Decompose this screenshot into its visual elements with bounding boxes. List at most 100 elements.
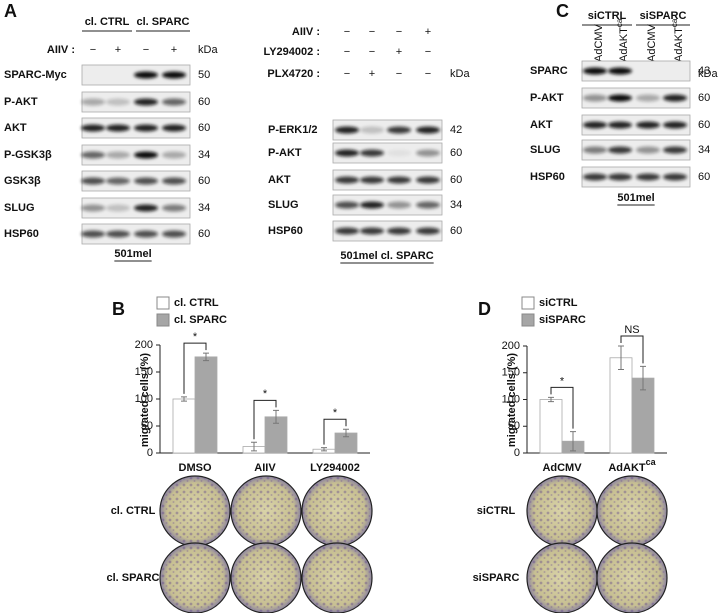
blot-band	[387, 126, 411, 134]
blot-band	[162, 71, 186, 79]
blot-band	[81, 151, 105, 159]
y-tick-label: 100	[135, 393, 153, 405]
significance-bracket	[253, 399, 277, 440]
column-text: AdCMV	[646, 23, 658, 62]
row-kda: 42	[450, 124, 462, 136]
row-kda: 60	[450, 225, 462, 237]
y-tick-label: 0	[147, 447, 153, 459]
blot-band	[608, 173, 632, 181]
row-kda: 60	[198, 96, 210, 108]
category-text: LY294002	[310, 462, 360, 474]
y-tick-label: 200	[135, 339, 153, 351]
legend-label: cl. CTRL	[174, 297, 219, 309]
row-kda: 34	[198, 202, 210, 214]
row-label: SPARC-Myc	[4, 69, 67, 81]
error-bar	[203, 352, 209, 362]
blot-band	[106, 177, 130, 185]
treatment-sign: −	[143, 44, 149, 56]
blot-band	[387, 201, 411, 209]
blot-band	[335, 201, 359, 209]
photo-row-label: cl. SPARC	[107, 572, 160, 584]
significance-label: NS	[624, 324, 639, 336]
row-label: HSP60	[530, 171, 565, 183]
panel-label: A	[4, 1, 17, 21]
blot-band	[416, 201, 440, 209]
blot-band	[162, 230, 186, 238]
blot-band	[106, 98, 130, 106]
error-bar	[251, 441, 257, 452]
row-label: GSK3β	[4, 175, 41, 187]
treatment-sign: −	[369, 26, 375, 38]
row-kda: 34	[198, 149, 210, 161]
blot-band	[81, 124, 105, 132]
blot-band	[162, 151, 186, 159]
photo-row-label: cl. CTRL	[111, 505, 156, 517]
row-kda: 34	[698, 144, 710, 156]
blot-band	[636, 146, 660, 154]
row-kda: 34	[450, 199, 462, 211]
well-cells	[232, 544, 300, 612]
blot-band	[583, 146, 607, 154]
legend-swatch	[156, 313, 170, 327]
x-tick-label: DMSO	[179, 462, 212, 474]
blot-band	[663, 146, 687, 154]
treatment-label: AIIV :	[292, 26, 320, 38]
y-tick-label: 0	[514, 447, 520, 459]
blot-footer: 501mel	[617, 192, 654, 204]
row-kda: 60	[198, 228, 210, 240]
blot-band	[134, 124, 158, 132]
row-kda: 60	[450, 147, 462, 159]
treatment-label: PLX4720 :	[267, 68, 320, 80]
treatment-sign: −	[344, 68, 350, 80]
blot-band	[360, 176, 384, 184]
legend-swatch	[521, 313, 535, 327]
category-text: AIIV	[254, 462, 276, 474]
treatment-sign: +	[171, 44, 177, 56]
blot-band	[106, 151, 130, 159]
y-tick-label: 100	[502, 393, 520, 405]
treatment-sign: +	[115, 44, 121, 56]
row-kda: 60	[198, 122, 210, 134]
column-text: AdAKT	[673, 27, 685, 62]
blot-band	[106, 124, 130, 132]
row-label: AKT	[4, 122, 27, 134]
blot-band	[134, 71, 158, 79]
blot-band	[608, 94, 632, 102]
row-label: P-ERK1/2	[268, 124, 318, 136]
error-bar	[618, 345, 624, 371]
blot-footer: 501mel	[114, 248, 151, 260]
error-bar	[273, 409, 279, 424]
row-label: HSP60	[4, 228, 39, 240]
error-bar	[181, 396, 187, 402]
row-kda: 60	[698, 171, 710, 183]
well-cells	[161, 544, 229, 612]
legend-swatch	[521, 296, 535, 310]
category-text: AdAKT	[608, 462, 646, 474]
x-tick-label: AIIV	[254, 462, 276, 474]
blot-band	[636, 94, 660, 102]
category-text: DMSO	[179, 462, 212, 474]
blot-band	[134, 151, 158, 159]
significance-bracket	[550, 386, 574, 429]
blot-band	[608, 146, 632, 154]
blot-band	[134, 177, 158, 185]
blot-band	[162, 98, 186, 106]
blot-band	[583, 121, 607, 129]
panel-label: B	[112, 299, 125, 319]
column-label: AdAKTca	[615, 18, 630, 62]
well-cells	[161, 477, 229, 545]
blot-band	[583, 67, 607, 75]
column-text: AdCMV	[593, 23, 605, 62]
error-bar	[570, 431, 576, 452]
row-label: AKT	[530, 119, 553, 131]
row-label: SLUG	[4, 202, 35, 214]
y-tick-label: 150	[502, 367, 520, 379]
legend-label: cl. SPARC	[174, 314, 227, 326]
error-bar	[548, 396, 554, 403]
blot-group: cl. CTRL	[85, 16, 130, 28]
blot-band	[416, 126, 440, 134]
blot-band	[106, 204, 130, 212]
blot-band	[162, 124, 186, 132]
photo-row-label: siSPARC	[473, 572, 520, 584]
